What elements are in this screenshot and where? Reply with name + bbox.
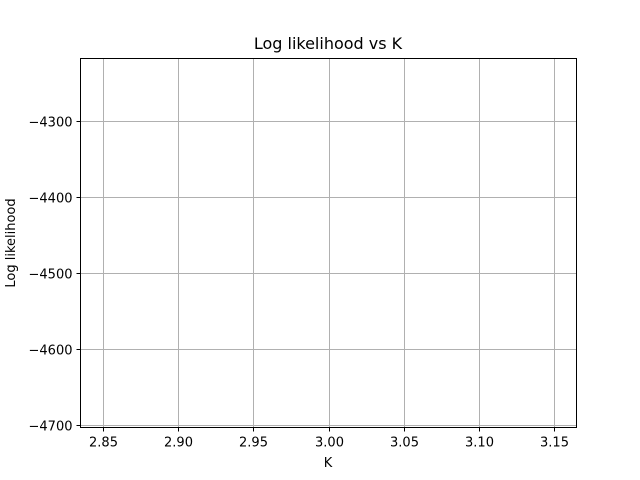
y-axis: −4300 −4400 −4500 −4600 −4700 [29,116,81,435]
x-tick-label: 3.10 [465,436,494,451]
x-axis: 2.85 2.90 2.95 3.00 3.05 3.10 3.15 [89,427,569,451]
x-tick-label: 2.95 [239,436,268,451]
y-tick-label: −4700 [29,420,73,435]
x-tick-label: 3.15 [540,436,569,451]
grid [80,58,577,428]
x-tick-label: 3.05 [390,436,419,451]
y-tick-label: −4300 [29,116,73,131]
x-tick-label: 3.00 [315,436,344,451]
chart-title: Log likelihood vs K [254,34,403,53]
x-tick-label: 2.90 [164,436,193,451]
plot-frame [80,58,577,428]
y-tick-label: −4600 [29,344,73,359]
y-axis-label: Log likelihood [4,198,19,287]
y-tick-label: −4500 [29,268,73,283]
x-tick-label: 2.85 [89,436,118,451]
x-axis-label: K [324,456,333,471]
y-tick-label: −4400 [29,192,73,207]
